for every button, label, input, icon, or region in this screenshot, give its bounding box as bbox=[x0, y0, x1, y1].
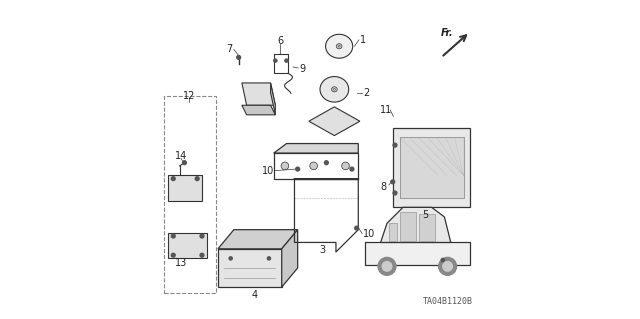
Polygon shape bbox=[381, 207, 451, 242]
Polygon shape bbox=[271, 83, 275, 115]
Polygon shape bbox=[394, 128, 470, 207]
Text: 12: 12 bbox=[183, 91, 195, 101]
Circle shape bbox=[438, 257, 456, 275]
Bar bbox=[164, 96, 216, 293]
Circle shape bbox=[285, 59, 288, 62]
Circle shape bbox=[268, 257, 271, 260]
Text: 11: 11 bbox=[380, 105, 392, 115]
Polygon shape bbox=[400, 137, 463, 198]
Circle shape bbox=[324, 161, 328, 165]
Circle shape bbox=[182, 161, 186, 165]
Ellipse shape bbox=[326, 34, 353, 58]
Circle shape bbox=[342, 162, 349, 170]
Ellipse shape bbox=[336, 44, 342, 49]
Text: 4: 4 bbox=[252, 290, 258, 300]
Circle shape bbox=[200, 253, 204, 257]
Circle shape bbox=[237, 56, 241, 59]
Text: 5: 5 bbox=[422, 210, 428, 220]
Text: 6: 6 bbox=[277, 36, 283, 47]
Circle shape bbox=[274, 59, 277, 62]
Polygon shape bbox=[242, 83, 275, 105]
Polygon shape bbox=[365, 242, 470, 265]
Text: 7: 7 bbox=[226, 44, 232, 55]
Circle shape bbox=[350, 167, 354, 171]
Text: 3: 3 bbox=[319, 245, 326, 256]
Circle shape bbox=[393, 143, 397, 147]
Polygon shape bbox=[282, 230, 298, 287]
Circle shape bbox=[355, 226, 358, 230]
Circle shape bbox=[229, 257, 232, 260]
Polygon shape bbox=[168, 175, 202, 201]
Ellipse shape bbox=[320, 77, 349, 102]
Circle shape bbox=[296, 167, 300, 171]
Text: TA04B1120B: TA04B1120B bbox=[423, 297, 473, 306]
Circle shape bbox=[200, 234, 204, 238]
Ellipse shape bbox=[338, 45, 340, 47]
Circle shape bbox=[441, 258, 444, 262]
Polygon shape bbox=[419, 214, 435, 241]
Polygon shape bbox=[242, 105, 275, 115]
Polygon shape bbox=[218, 230, 298, 249]
Polygon shape bbox=[400, 212, 416, 241]
Polygon shape bbox=[388, 223, 397, 241]
Circle shape bbox=[310, 162, 317, 170]
Circle shape bbox=[172, 253, 175, 257]
Circle shape bbox=[378, 257, 396, 275]
Polygon shape bbox=[218, 249, 282, 287]
Circle shape bbox=[172, 177, 175, 181]
Circle shape bbox=[195, 177, 199, 181]
Text: 13: 13 bbox=[175, 258, 188, 268]
Text: Fr.: Fr. bbox=[441, 28, 454, 38]
Text: 8: 8 bbox=[381, 182, 387, 192]
Circle shape bbox=[382, 262, 392, 271]
Polygon shape bbox=[309, 107, 360, 136]
Text: 1: 1 bbox=[360, 35, 366, 45]
Circle shape bbox=[281, 162, 289, 170]
Polygon shape bbox=[274, 144, 358, 153]
Text: 10: 10 bbox=[262, 166, 274, 176]
Circle shape bbox=[393, 191, 397, 195]
Circle shape bbox=[391, 180, 395, 184]
Circle shape bbox=[172, 234, 175, 238]
Text: 2: 2 bbox=[363, 87, 369, 98]
Text: 9: 9 bbox=[300, 63, 305, 74]
Polygon shape bbox=[168, 233, 207, 258]
Ellipse shape bbox=[333, 89, 335, 90]
Circle shape bbox=[443, 262, 452, 271]
Text: 10: 10 bbox=[363, 229, 375, 240]
Text: 14: 14 bbox=[175, 151, 188, 161]
Ellipse shape bbox=[332, 87, 337, 92]
